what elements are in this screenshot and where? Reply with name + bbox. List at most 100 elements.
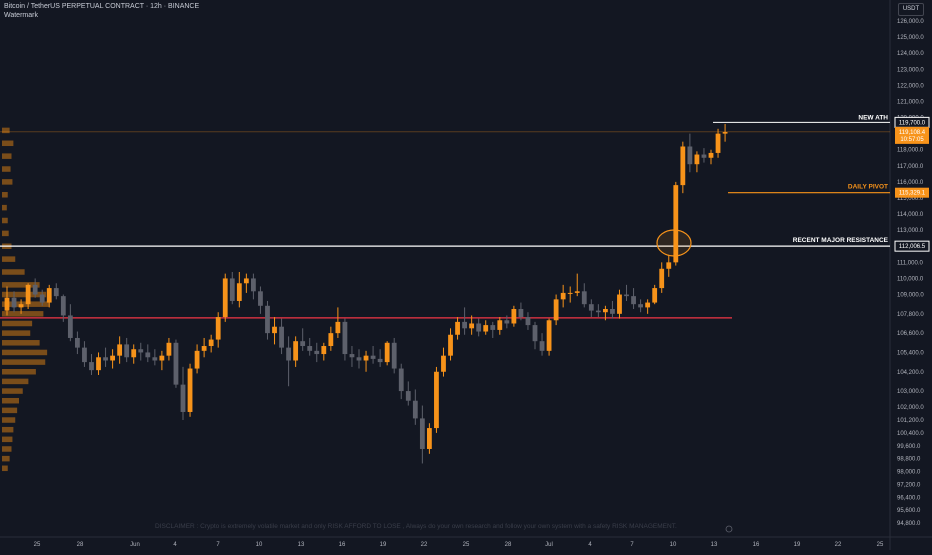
candle-body[interactable] bbox=[603, 309, 608, 313]
candle-body[interactable] bbox=[412, 400, 418, 419]
candle-body[interactable] bbox=[131, 349, 137, 358]
candle-body[interactable] bbox=[342, 321, 348, 355]
candle-body[interactable] bbox=[11, 297, 17, 308]
candle-body[interactable] bbox=[645, 302, 651, 308]
candle-body[interactable] bbox=[687, 146, 693, 165]
candle-body[interactable] bbox=[215, 317, 221, 340]
candle-body[interactable] bbox=[610, 309, 615, 314]
candle-body[interactable] bbox=[194, 350, 200, 369]
candle-body[interactable] bbox=[258, 291, 263, 306]
candle-body[interactable] bbox=[504, 320, 510, 324]
candle-body[interactable] bbox=[243, 278, 249, 284]
candle-body[interactable] bbox=[595, 310, 601, 313]
candle-body[interactable] bbox=[335, 321, 341, 334]
candle-body[interactable] bbox=[419, 418, 425, 449]
candle-body[interactable] bbox=[553, 299, 559, 321]
candle-body[interactable] bbox=[546, 320, 552, 351]
candle-body[interactable] bbox=[518, 309, 524, 318]
candle-body[interactable] bbox=[539, 341, 545, 351]
candle-body[interactable] bbox=[497, 320, 503, 330]
candle-body[interactable] bbox=[631, 296, 636, 305]
candle-body[interactable] bbox=[476, 323, 482, 332]
candle-body[interactable] bbox=[511, 309, 517, 324]
candle-body[interactable] bbox=[462, 321, 467, 329]
candle-body[interactable] bbox=[180, 384, 186, 412]
candle-body[interactable] bbox=[666, 262, 672, 269]
candle-body[interactable] bbox=[300, 341, 306, 347]
candle-body[interactable] bbox=[617, 294, 622, 314]
candle-body[interactable] bbox=[441, 355, 446, 372]
candle-body[interactable] bbox=[680, 146, 686, 186]
candle-body[interactable] bbox=[251, 278, 256, 292]
candle-body[interactable] bbox=[715, 133, 721, 153]
candle-body[interactable] bbox=[581, 291, 587, 305]
candle-body[interactable] bbox=[117, 344, 123, 356]
candle-body[interactable] bbox=[370, 355, 376, 359]
candle-body[interactable] bbox=[314, 350, 320, 355]
candle-body[interactable] bbox=[490, 325, 496, 330]
candle-body[interactable] bbox=[18, 304, 24, 308]
candle-body[interactable] bbox=[638, 304, 643, 308]
candle-body[interactable] bbox=[272, 326, 277, 334]
candle-body[interactable] bbox=[201, 346, 207, 351]
candle-body[interactable] bbox=[159, 355, 165, 361]
candle-body[interactable] bbox=[75, 337, 80, 348]
candle-body[interactable] bbox=[652, 288, 658, 303]
candle-body[interactable] bbox=[405, 391, 411, 401]
candle-body[interactable] bbox=[166, 342, 172, 356]
candle-body[interactable] bbox=[236, 283, 242, 301]
candle-body[interactable] bbox=[279, 326, 284, 348]
candle-body[interactable] bbox=[222, 278, 228, 318]
candle-body[interactable] bbox=[60, 296, 66, 316]
candle-body[interactable] bbox=[701, 154, 707, 158]
candle-body[interactable] bbox=[560, 292, 566, 300]
candle-body[interactable] bbox=[46, 288, 52, 303]
candle-body[interactable] bbox=[96, 357, 101, 371]
symbol-title[interactable]: Bitcoin / TetherUS PERPETUAL CONTRACT · … bbox=[4, 3, 200, 10]
candle-body[interactable] bbox=[567, 292, 573, 294]
candle-body[interactable] bbox=[173, 342, 179, 385]
candle-body[interactable] bbox=[624, 294, 629, 297]
candle-body[interactable] bbox=[427, 428, 432, 449]
candle-body[interactable] bbox=[265, 305, 270, 334]
candle-body[interactable] bbox=[469, 323, 475, 329]
candle-body[interactable] bbox=[434, 371, 439, 429]
candle-body[interactable] bbox=[110, 355, 115, 361]
candle-body[interactable] bbox=[377, 358, 383, 363]
candle-body[interactable] bbox=[124, 344, 130, 358]
currency-button[interactable]: USDT bbox=[898, 3, 924, 16]
candle-body[interactable] bbox=[588, 304, 594, 311]
candle-body[interactable] bbox=[32, 284, 38, 295]
candle-body[interactable] bbox=[574, 291, 580, 293]
candle-body[interactable] bbox=[328, 333, 334, 347]
candle-body[interactable] bbox=[532, 325, 538, 342]
candle-body[interactable] bbox=[349, 354, 355, 358]
candle-body[interactable] bbox=[398, 368, 404, 392]
candle-body[interactable] bbox=[455, 321, 460, 335]
candle-body[interactable] bbox=[208, 339, 214, 347]
candle-body[interactable] bbox=[363, 355, 369, 361]
candle-body[interactable] bbox=[229, 278, 235, 301]
candle-body[interactable] bbox=[321, 346, 327, 355]
candle-body[interactable] bbox=[356, 357, 362, 361]
candle-body[interactable] bbox=[25, 284, 31, 305]
candle-body[interactable] bbox=[722, 132, 728, 134]
candle-body[interactable] bbox=[4, 297, 10, 311]
candle-body[interactable] bbox=[525, 317, 531, 326]
candle-body[interactable] bbox=[286, 347, 291, 361]
candle-body[interactable] bbox=[293, 341, 299, 361]
candle-body[interactable] bbox=[448, 334, 453, 356]
candle-body[interactable] bbox=[152, 357, 158, 361]
candle-body[interactable] bbox=[39, 294, 45, 303]
candle-body[interactable] bbox=[187, 368, 193, 412]
candle-body[interactable] bbox=[384, 342, 390, 363]
candle-body[interactable] bbox=[53, 288, 59, 297]
candle-body[interactable] bbox=[659, 268, 665, 289]
candle-body[interactable] bbox=[103, 357, 108, 361]
candle-body[interactable] bbox=[391, 342, 397, 369]
candle-body[interactable] bbox=[82, 347, 87, 363]
candle-body[interactable] bbox=[138, 349, 144, 353]
candle-body[interactable] bbox=[67, 315, 73, 338]
